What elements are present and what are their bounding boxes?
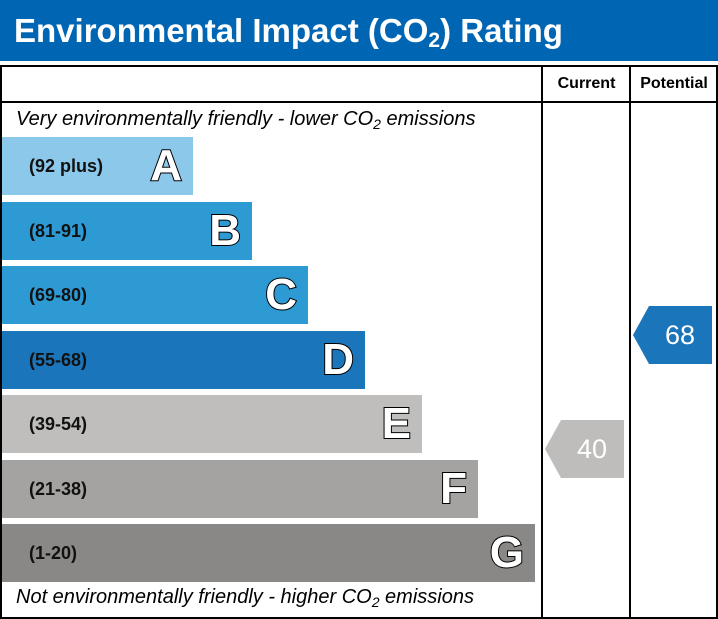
band-range-label: (92 plus) [29, 156, 104, 176]
band-letter: B [208, 205, 242, 256]
band-b: (81-91) B [2, 202, 252, 260]
potential-rating-value: 68 [664, 320, 696, 350]
band-range-label: (55-68) [29, 350, 88, 370]
potential-column-header: Potential [640, 75, 708, 92]
top-note: Very environmentally friendly - lower CO… [16, 108, 476, 132]
band-range-label: (69-80) [29, 285, 88, 305]
band-letter: A [149, 140, 183, 191]
band-letter: G [489, 527, 525, 578]
band-range-label: (1-20) [29, 543, 78, 563]
band-letter: F [439, 463, 468, 514]
current-rating-marker: 40 [545, 420, 624, 478]
band-letter: C [264, 269, 298, 320]
band-range-label: (21-38) [29, 479, 88, 499]
band-letter: D [321, 334, 355, 385]
band-c: (69-80) C [2, 266, 308, 324]
band-range-label: (81-91) [29, 221, 88, 241]
band-g: (1-20) G [2, 524, 535, 582]
band-range-label: (39-54) [29, 414, 88, 434]
band-d: (55-68) D [2, 331, 365, 389]
current-column-header: Current [557, 75, 616, 92]
band-a: (92 plus) A [2, 137, 193, 195]
chart-title: Environmental Impact (CO2) Rating [0, 0, 718, 61]
band-f: (21-38) F [2, 460, 478, 518]
current-rating-value: 40 [576, 434, 608, 464]
band-letter: E [381, 398, 412, 449]
band-e: (39-54) E [2, 395, 422, 453]
bottom-note: Not environmentally friendly - higher CO… [16, 586, 474, 610]
potential-rating-marker: 68 [633, 306, 712, 364]
